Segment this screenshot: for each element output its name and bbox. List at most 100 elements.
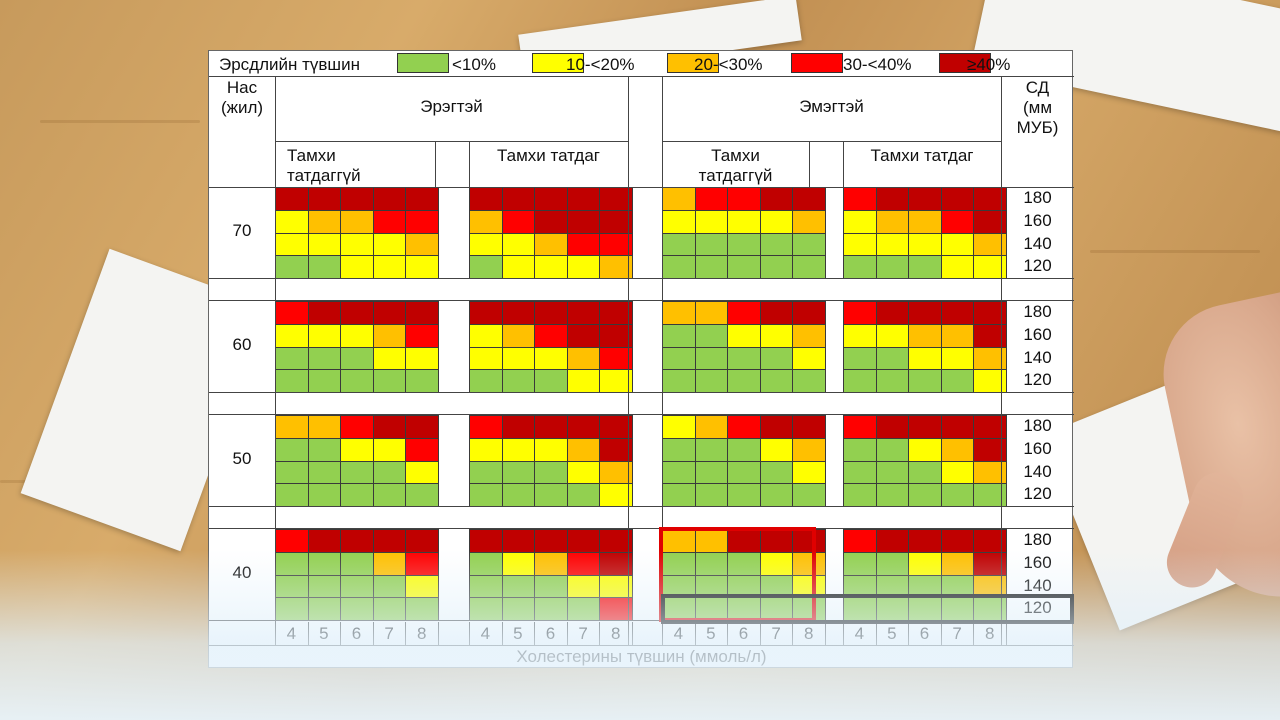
- risk-cell: [908, 209, 942, 234]
- risk-cell: [727, 323, 761, 348]
- risk-cell: [759, 551, 794, 576]
- risk-cell: [307, 483, 342, 508]
- bp-label: 160: [1023, 438, 1052, 458]
- grid-line: [694, 622, 696, 645]
- risk-cell: [694, 551, 729, 576]
- cholesterol-tick: 4: [854, 624, 865, 643]
- cholesterol-tick: 5: [706, 624, 716, 643]
- risk-cell: [759, 483, 794, 508]
- risk-cell: [405, 597, 439, 622]
- grid-line: [875, 622, 877, 645]
- risk-cell: [534, 369, 568, 394]
- legend-label: 20-<30%: [694, 55, 763, 74]
- risk-cell: [792, 255, 826, 280]
- risk-cell: [727, 529, 761, 553]
- risk-cell: [694, 460, 729, 485]
- grid-line: [209, 300, 1074, 301]
- risk-cell: [875, 551, 910, 576]
- risk-cell: [405, 209, 439, 234]
- bp-label: 140: [1023, 461, 1052, 481]
- risk-cell: [843, 460, 877, 485]
- risk-cell: [940, 232, 975, 257]
- risk-cell: [694, 232, 729, 257]
- risk-cell: [875, 437, 910, 462]
- risk-cell: [908, 301, 942, 325]
- risk-cell: [759, 209, 794, 234]
- risk-cell: [275, 323, 309, 348]
- risk-cell: [843, 437, 877, 462]
- grid-line: [843, 141, 844, 187]
- risk-cell: [534, 187, 568, 211]
- cholesterol-tick: 7: [384, 624, 394, 643]
- cholesterol-tick: 6: [919, 624, 930, 643]
- risk-cell: [566, 346, 601, 371]
- grid-line: [825, 622, 826, 645]
- risk-cell: [405, 437, 439, 462]
- risk-cell: [307, 460, 342, 485]
- risk-cell: [501, 483, 536, 508]
- risk-cell: [940, 255, 975, 280]
- grid-line: [940, 622, 942, 645]
- risk-cell: [759, 574, 794, 599]
- grid-line: [662, 622, 663, 645]
- risk-cell: [843, 232, 877, 257]
- risk-cell: [662, 346, 696, 371]
- risk-cell: [534, 323, 568, 348]
- risk-cell: [534, 574, 568, 599]
- grid-line: [209, 506, 1074, 507]
- risk-cell: [534, 437, 568, 462]
- risk-cell: [501, 301, 536, 325]
- risk-cell: [792, 415, 826, 439]
- risk-cell: [340, 232, 374, 257]
- grid-line: [372, 622, 374, 645]
- risk-cell: [340, 187, 374, 211]
- risk-cell: [307, 232, 342, 257]
- risk-cell: [307, 551, 342, 576]
- risk-cell: [694, 574, 729, 599]
- risk-cell: [372, 597, 407, 622]
- risk-cell: [875, 597, 910, 622]
- grid-line: [809, 141, 810, 187]
- risk-cell: [875, 209, 910, 234]
- legend-label: 10-<20%: [566, 55, 635, 74]
- risk-cell: [469, 437, 503, 462]
- bp-label: 180: [1023, 416, 1052, 435]
- grid-line: [275, 76, 276, 645]
- risk-cell: [759, 369, 794, 394]
- age-label: 60: [232, 335, 252, 354]
- risk-cell: [843, 529, 877, 553]
- risk-cell: [843, 483, 877, 508]
- risk-cell: [843, 369, 877, 394]
- risk-cell: [469, 369, 503, 394]
- risk-cell: [662, 255, 696, 280]
- risk-chart: Эрсдлийн түвшин Нас (жил) Эрэгтэй Эмэгтэ…: [208, 50, 1074, 668]
- risk-cell: [469, 255, 503, 280]
- risk-cell: [908, 415, 942, 439]
- risk-cell: [662, 232, 696, 257]
- risk-cell: [534, 346, 568, 371]
- risk-cell: [759, 301, 794, 325]
- cholesterol-axis-label: Холестерины түвшин (ммоль/л): [516, 647, 767, 666]
- bp-header: СД (мм МУБ): [1016, 78, 1059, 137]
- cholesterol-tick: 8: [416, 624, 427, 643]
- risk-cell: [340, 346, 374, 371]
- cholesterol-tick: 7: [578, 624, 588, 643]
- grid-line: [435, 141, 436, 187]
- risk-cell: [908, 232, 942, 257]
- risk-cell: [405, 483, 439, 508]
- grid-line: [209, 278, 1074, 279]
- risk-cell: [940, 369, 975, 394]
- cholesterol-tick: 7: [771, 624, 781, 643]
- risk-cell: [566, 597, 601, 622]
- wood-grain: [40, 120, 200, 123]
- risk-cell: [792, 209, 826, 234]
- grid-line: [908, 622, 910, 645]
- cholesterol-tick: 7: [952, 624, 962, 643]
- risk-cell: [662, 483, 696, 508]
- risk-cell: [694, 323, 729, 348]
- cholesterol-tick: 5: [887, 624, 897, 643]
- grid-line: [843, 622, 844, 645]
- bp-label: 180: [1023, 530, 1052, 549]
- grid-line: [209, 620, 1074, 621]
- legend-swatch: [532, 53, 584, 73]
